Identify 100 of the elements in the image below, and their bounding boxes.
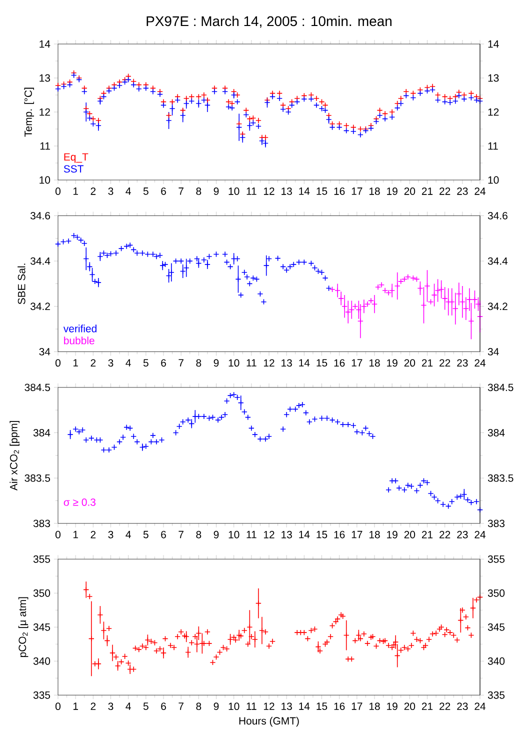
x-tick-label: 21 bbox=[422, 188, 433, 195]
x-tick-label: 14 bbox=[299, 188, 310, 195]
point bbox=[404, 274, 411, 280]
y-tick-label: 34.2 bbox=[30, 302, 50, 310]
x-tick-label: 21 bbox=[422, 702, 433, 710]
x-tick-label: 4 bbox=[126, 359, 131, 366]
x-tick-label: 18 bbox=[369, 359, 380, 367]
x-tick-label: 15 bbox=[316, 530, 328, 538]
x-tick-label: 20 bbox=[404, 188, 416, 195]
x-tick-label: 13 bbox=[282, 702, 292, 710]
x-tick-label: 12 bbox=[264, 530, 274, 538]
y2-tick-label: 383 bbox=[488, 520, 505, 528]
y-tick-label: 383.5 bbox=[24, 474, 50, 482]
y-axis-title: pCO$_{2}$ [μ atm] bbox=[18, 597, 28, 658]
y2-tick-label: 383.5 bbox=[488, 474, 514, 482]
x-tick-label: 5 bbox=[143, 702, 148, 710]
x-tick-label: 6 bbox=[161, 188, 166, 195]
y2-tick-label: 34.6 bbox=[488, 212, 508, 220]
y-axis-title: SBE Sal. bbox=[18, 264, 26, 304]
x-tick-label: 16 bbox=[334, 530, 345, 538]
y2-tick-label: 11 bbox=[488, 142, 498, 150]
y2-tick-label: 340 bbox=[488, 657, 505, 665]
x-tick-label: 14 bbox=[299, 359, 310, 366]
x-tick-label: 8 bbox=[196, 188, 202, 195]
y-tick-label: 355 bbox=[33, 555, 50, 563]
x-tick-label: 18 bbox=[369, 530, 380, 538]
x-tick-label: 16 bbox=[334, 702, 345, 710]
x-tick-label: 9 bbox=[214, 188, 219, 195]
y-tick-label: 13 bbox=[40, 74, 50, 82]
x-tick-label: 0 bbox=[55, 359, 60, 367]
x-tick-label: 22 bbox=[440, 702, 450, 710]
point bbox=[414, 276, 420, 282]
x-tick-label: 15 bbox=[316, 359, 328, 367]
y2-tick-label: 10 bbox=[488, 176, 499, 184]
x-tick-label: 13 bbox=[282, 530, 292, 538]
y-tick-label: 10 bbox=[40, 176, 50, 184]
x-tick-label: 11 bbox=[246, 188, 256, 195]
x-tick-label: 19 bbox=[387, 188, 398, 195]
x-tick-label: 2 bbox=[90, 702, 96, 710]
x-tick-label: 5 bbox=[143, 359, 148, 367]
x-tick-label: 15 bbox=[316, 188, 328, 195]
x-tick-label: 22 bbox=[440, 359, 450, 367]
y2-tick-label: 12 bbox=[488, 108, 499, 116]
x-tick-label: 19 bbox=[387, 530, 398, 538]
y-tick-label: 384 bbox=[33, 429, 50, 436]
x-tick-label: 7 bbox=[178, 188, 184, 195]
x-tick-label: 8 bbox=[196, 359, 202, 367]
y-tick-label: 335 bbox=[33, 691, 50, 699]
x-tick-label: 23 bbox=[457, 702, 468, 710]
y-tick-label: 345 bbox=[33, 623, 50, 631]
x-tick-label: 23 bbox=[457, 188, 468, 195]
point bbox=[410, 275, 416, 282]
x-tick-label: 20 bbox=[404, 530, 416, 538]
point bbox=[378, 282, 385, 288]
x-tick-label: 9 bbox=[214, 530, 219, 538]
x-tick-label: 4 bbox=[126, 702, 131, 710]
y2-tick-label: 384.5 bbox=[488, 384, 514, 392]
x-tick-label: 9 bbox=[214, 702, 219, 710]
x-tick-label: 20 bbox=[404, 702, 416, 710]
x-tick-label: 12 bbox=[264, 188, 274, 195]
x-tick-label: 15 bbox=[316, 702, 328, 710]
x-tick-label: 1 bbox=[73, 530, 78, 538]
y2-tick-label: 384 bbox=[488, 429, 505, 436]
point bbox=[375, 284, 382, 290]
x-tick-label: 5 bbox=[143, 188, 148, 195]
x-tick-label: 14 bbox=[299, 702, 310, 710]
x-tick-label: 11 bbox=[246, 359, 256, 366]
x-tick-label: 1 bbox=[73, 359, 78, 366]
point bbox=[368, 298, 374, 304]
x-tick-label: 2 bbox=[90, 530, 96, 538]
x-tick-label: 12 bbox=[264, 702, 274, 710]
x-tick-label: 0 bbox=[55, 530, 60, 538]
x-tick-label: 13 bbox=[282, 188, 292, 195]
point bbox=[398, 278, 404, 284]
x-tick-label: 13 bbox=[282, 359, 292, 367]
x-tick-label: 6 bbox=[161, 702, 166, 710]
y2-tick-label: 350 bbox=[488, 589, 505, 597]
x-tick-label: 17 bbox=[352, 702, 362, 710]
text: Eq_T bbox=[64, 153, 88, 163]
x-tick-label: 14 bbox=[299, 530, 310, 538]
y2-tick-label: 335 bbox=[488, 691, 505, 699]
text: verified bbox=[63, 324, 96, 332]
x-tick-label: 9 bbox=[214, 359, 219, 367]
x-tick-label: 4 bbox=[126, 188, 131, 195]
x-tick-label: 16 bbox=[334, 359, 345, 367]
x-tick-label: 10 bbox=[228, 188, 240, 195]
y-tick-label: 34.4 bbox=[30, 257, 50, 265]
text: SST bbox=[64, 165, 84, 173]
x-tick-label: 4 bbox=[126, 530, 131, 538]
x-tick-label: 19 bbox=[387, 359, 398, 367]
y2-tick-label: 34 bbox=[488, 348, 499, 356]
point bbox=[352, 303, 358, 310]
y-tick-label: 384.5 bbox=[24, 384, 50, 392]
y2-tick-label: 14 bbox=[488, 40, 499, 48]
y-tick-label: 34.6 bbox=[30, 212, 50, 220]
point bbox=[417, 285, 424, 292]
y-axis-title: Air xCO$_{2}$ [ppm] bbox=[10, 421, 20, 491]
x-tick-label: 3 bbox=[108, 530, 114, 538]
x-tick-label: 22 bbox=[440, 188, 450, 195]
x-tick-label: 8 bbox=[196, 530, 202, 538]
